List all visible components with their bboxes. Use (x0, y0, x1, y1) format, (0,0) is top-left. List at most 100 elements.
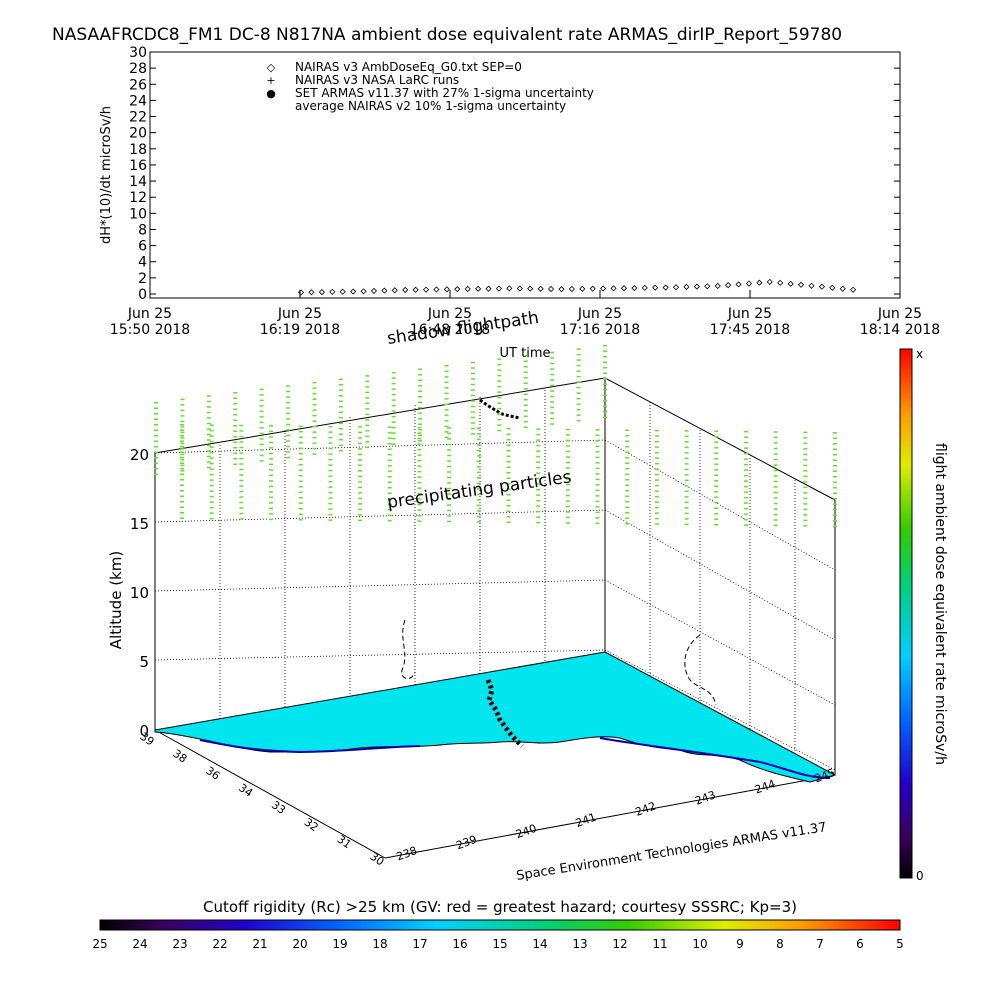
series-point (422, 286, 430, 293)
series-point (308, 289, 315, 296)
latitude-tick-label: 30 (368, 850, 387, 869)
cutoff-tick-label: 12 (612, 937, 627, 951)
legend-symbol: ◇ (267, 61, 276, 74)
altitude-tick-label: 5 (139, 653, 149, 671)
y-tick-label: 30 (129, 45, 147, 61)
dose-colorbar-gradient (899, 348, 913, 879)
flight-path-altitude (479, 398, 521, 420)
longitude-tick-label: 244 (753, 777, 777, 796)
series-point (318, 288, 325, 296)
altitude-tick-label: 0 (139, 722, 149, 740)
series-point (412, 286, 419, 293)
latitude-tick-label: 31 (335, 833, 354, 852)
series-point (495, 285, 503, 292)
cutoff-rigidity-bar: Cutoff rigidity (Rc) >25 km (GV: red = g… (92, 898, 903, 951)
y-tick-label: 14 (129, 174, 147, 190)
cutoff-tick-label: 14 (532, 937, 547, 951)
cutoff-tick-label: 10 (692, 937, 707, 951)
box-edges (154, 377, 836, 859)
longitude-tick-label: 238 (395, 844, 419, 863)
y-tick-label: 0 (138, 287, 147, 303)
series-point (756, 279, 763, 286)
cutoff-tick-label: 6 (856, 937, 864, 951)
series-point (506, 285, 513, 292)
cutoff-tick-label: 9 (736, 937, 744, 951)
series-point (631, 284, 638, 292)
series-point (579, 285, 586, 292)
cutoff-tick-label: 5 (896, 937, 904, 951)
cutoff-tick-label: 21 (252, 937, 267, 951)
series-point (672, 284, 680, 291)
series-point (839, 285, 846, 292)
series-point (547, 285, 555, 293)
timeseries-series (297, 278, 857, 296)
dose-colorbar-min: 0 (916, 869, 924, 883)
flight-path-ground (485, 679, 524, 748)
series-point (329, 288, 336, 295)
y-tick-label: 28 (129, 61, 147, 77)
cutoff-bar-label: Cutoff rigidity (Rc) >25 km (GV: red = g… (203, 898, 797, 916)
cutoff-tick-label: 25 (92, 937, 107, 951)
x-tick-label-date: Jun 25 (127, 306, 172, 322)
cutoff-tick-label: 7 (816, 937, 824, 951)
series-point (808, 282, 815, 289)
series-point (454, 286, 461, 293)
y-tick-label: 18 (129, 142, 147, 158)
x-tick-label-date: Jun 25 (577, 306, 622, 322)
x-tick-label-date: Jun 25 (277, 306, 322, 322)
timeseries-x-label: UT time (500, 346, 551, 361)
series-point (818, 283, 825, 290)
shadow-track-west (401, 619, 416, 679)
figure-title: NASAAFRCDC8_FM1 DC-8 N817NA ambient dose… (52, 25, 842, 45)
timeseries-frame (149, 51, 901, 299)
cutoff-tick-label: 24 (132, 937, 147, 951)
longitude-tick-label: 239 (454, 833, 478, 852)
series-point (485, 285, 492, 292)
back-wall-grid (154, 390, 836, 771)
y-tick-label: 8 (138, 222, 147, 238)
y-tick-label: 2 (138, 271, 147, 287)
series-point (464, 285, 471, 293)
latitude-tick-label: 33 (269, 798, 288, 817)
x-tick-label-date: Jun 25 (877, 306, 922, 322)
series-point (339, 288, 346, 295)
series-point (360, 288, 367, 295)
series-point (350, 288, 357, 295)
series-point (766, 278, 773, 285)
timeseries-y-label: dH*(10)/dt microSv/h (99, 106, 114, 244)
y-tick-label: 4 (138, 255, 147, 271)
altitude-axis-label: Altitude (km) (107, 551, 125, 649)
altitude-tick-label: 15 (130, 515, 149, 533)
series-point (662, 284, 669, 291)
series-point (391, 287, 398, 294)
x-tick-label-time: 18:14 2018 (860, 322, 940, 338)
x-tick-label-date: Jun 25 (727, 306, 772, 322)
legend-entry: NAIRAS v3 AmbDoseEq_G0.txt SEP=0 (295, 60, 522, 74)
series-point (745, 280, 753, 287)
series-point (516, 285, 523, 292)
credit-text: Space Environment Technologies ARMAS v11… (515, 820, 827, 884)
latitude-tick-label: 36 (203, 764, 222, 783)
series-point (620, 285, 628, 292)
cutoff-tick-label: 11 (652, 937, 667, 951)
dose-colorbar: x 0 flight ambient dose equivalent rate … (899, 347, 948, 883)
coastline (199, 739, 421, 754)
x-tick-label-time: 17:16 2018 (560, 322, 640, 338)
series-point (787, 280, 794, 287)
series-point (714, 282, 721, 289)
series-point (589, 285, 596, 292)
cutoff-tick-label: 18 (372, 937, 387, 951)
shadow-track-east (684, 634, 717, 706)
series-point (693, 283, 700, 290)
cutoff-tick-label: 13 (572, 937, 587, 951)
legend-entry: NAIRAS v3 NASA LaRC runs (295, 73, 459, 87)
altitude-tick-label: 20 (130, 446, 149, 464)
series-point (610, 285, 617, 292)
cutoff-tick-label: 23 (172, 937, 187, 951)
y-tick-label: 16 (129, 158, 147, 174)
cutoff-tick-label: 20 (292, 937, 307, 951)
